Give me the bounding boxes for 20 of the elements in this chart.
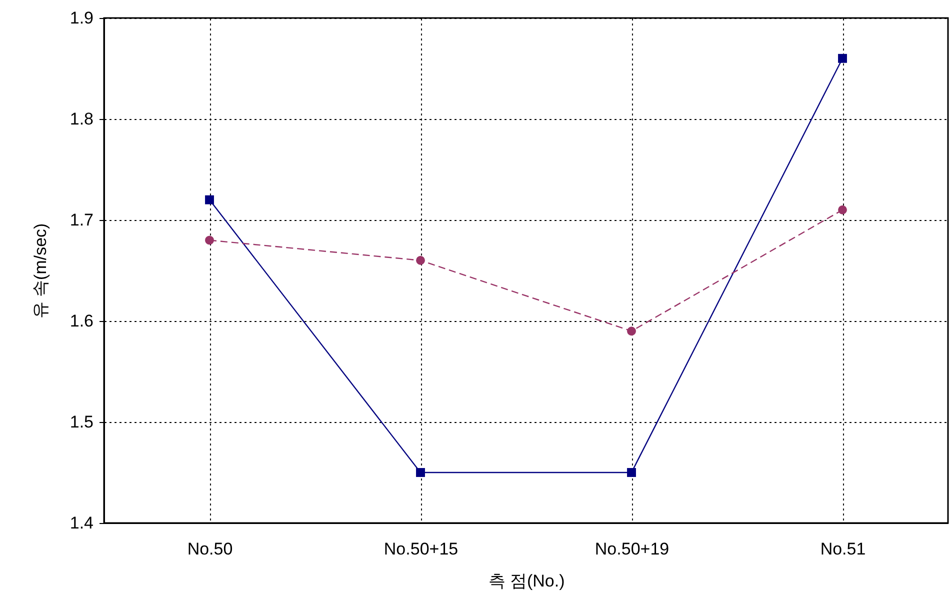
- x-tick-label: No.50+19: [594, 540, 670, 558]
- x-tick-label: No.50: [187, 540, 233, 558]
- y-axis-title: 유 속(m/sec): [30, 223, 50, 319]
- point: [838, 54, 847, 63]
- y-tick-label: 1.4: [70, 514, 94, 532]
- point: [627, 326, 636, 336]
- y-tick-label: 1.7: [70, 210, 94, 230]
- point: [627, 468, 636, 477]
- y-tick-label: 1.5: [70, 412, 94, 432]
- y-tick-label: 1.8: [70, 110, 94, 128]
- point: [416, 468, 425, 477]
- y-tick-label: 1.6: [70, 312, 94, 330]
- x-axis-title: 측 점(No.): [488, 572, 565, 590]
- x-tick-label: No.51: [820, 540, 866, 558]
- point: [205, 236, 214, 245]
- point: [205, 195, 214, 204]
- point: [838, 205, 847, 214]
- x-tick-label: No.50+15: [384, 540, 458, 558]
- point: [416, 256, 425, 265]
- y-tick-label: 1.9: [70, 8, 94, 28]
